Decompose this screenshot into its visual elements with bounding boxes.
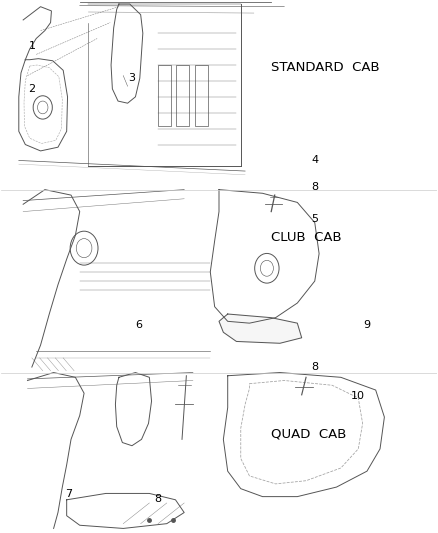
Bar <box>177 65 189 126</box>
Text: 2: 2 <box>28 84 35 94</box>
Polygon shape <box>219 314 302 343</box>
Bar <box>194 65 208 126</box>
Text: 3: 3 <box>128 73 135 83</box>
Text: CLUB  CAB: CLUB CAB <box>271 231 342 244</box>
Text: 1: 1 <box>28 42 35 52</box>
Text: 9: 9 <box>364 320 371 330</box>
Text: 8: 8 <box>311 362 318 372</box>
Text: 5: 5 <box>311 214 318 224</box>
Text: 8: 8 <box>155 494 162 504</box>
Text: 7: 7 <box>65 489 72 499</box>
Bar <box>158 65 171 126</box>
Text: QUAD  CAB: QUAD CAB <box>271 427 346 440</box>
Text: STANDARD  CAB: STANDARD CAB <box>271 61 380 74</box>
Text: 6: 6 <box>135 320 142 330</box>
Text: 4: 4 <box>311 156 318 165</box>
Text: 8: 8 <box>311 182 318 192</box>
Text: 10: 10 <box>351 391 365 401</box>
